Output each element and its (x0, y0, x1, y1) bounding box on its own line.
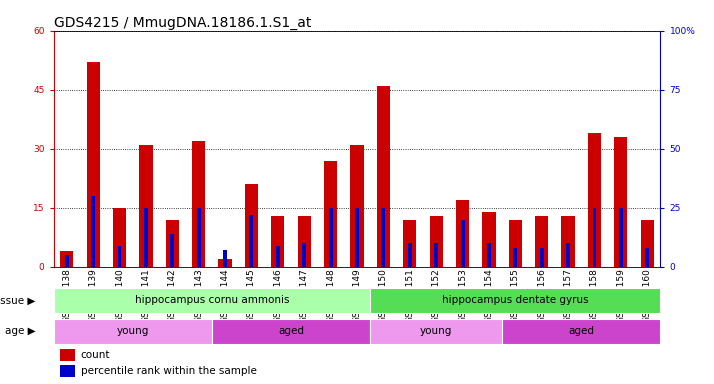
Bar (118, 246, 121, 267)
Bar (60, 251, 74, 267)
Bar (298, 216, 311, 267)
Bar (166, 220, 179, 267)
Bar (86, 62, 100, 267)
Bar (645, 248, 649, 267)
Text: age ▶: age ▶ (5, 326, 35, 336)
Bar (535, 216, 548, 267)
Text: hippocampus cornu ammonis: hippocampus cornu ammonis (135, 295, 289, 306)
Bar (351, 145, 363, 267)
Text: tissue ▶: tissue ▶ (0, 295, 35, 306)
Bar (619, 208, 623, 267)
Bar (302, 243, 306, 267)
Bar (355, 208, 359, 267)
Bar (271, 216, 284, 267)
Bar (144, 208, 148, 267)
Bar (434, 243, 438, 267)
Bar (196, 208, 201, 267)
Bar (245, 184, 258, 267)
Bar (171, 234, 174, 267)
Text: young: young (116, 326, 149, 336)
Bar (60, 365, 75, 377)
Bar (513, 248, 518, 267)
Text: count: count (81, 350, 111, 360)
Bar (403, 220, 416, 267)
Bar (483, 212, 496, 267)
Bar (192, 141, 206, 267)
Bar (561, 216, 575, 267)
Bar (212, 319, 370, 344)
Bar (502, 319, 660, 344)
Bar (218, 259, 231, 267)
Bar (324, 161, 337, 267)
Bar (65, 255, 69, 267)
Bar (614, 137, 628, 267)
Bar (456, 200, 469, 267)
Bar (54, 319, 212, 344)
Bar (588, 133, 601, 267)
Bar (487, 243, 491, 267)
Bar (54, 288, 370, 313)
Bar (223, 250, 227, 267)
Text: young: young (420, 326, 453, 336)
Text: GDS4215 / MmugDNA.18186.1.S1_at: GDS4215 / MmugDNA.18186.1.S1_at (54, 16, 311, 30)
Bar (60, 349, 75, 361)
Bar (370, 288, 660, 313)
Text: aged: aged (568, 326, 594, 336)
Bar (328, 208, 333, 267)
Bar (139, 145, 153, 267)
Text: aged: aged (278, 326, 304, 336)
Bar (593, 208, 596, 267)
Bar (540, 248, 543, 267)
Bar (508, 220, 522, 267)
Bar (408, 243, 412, 267)
Bar (370, 319, 502, 344)
Bar (276, 246, 280, 267)
Bar (640, 220, 654, 267)
Bar (91, 196, 95, 267)
Bar (249, 215, 253, 267)
Text: percentile rank within the sample: percentile rank within the sample (81, 366, 257, 376)
Bar (377, 86, 390, 267)
Text: hippocampus dentate gyrus: hippocampus dentate gyrus (442, 295, 588, 306)
Bar (113, 208, 126, 267)
Bar (461, 220, 465, 267)
Bar (566, 243, 570, 267)
Bar (381, 208, 386, 267)
Bar (430, 216, 443, 267)
